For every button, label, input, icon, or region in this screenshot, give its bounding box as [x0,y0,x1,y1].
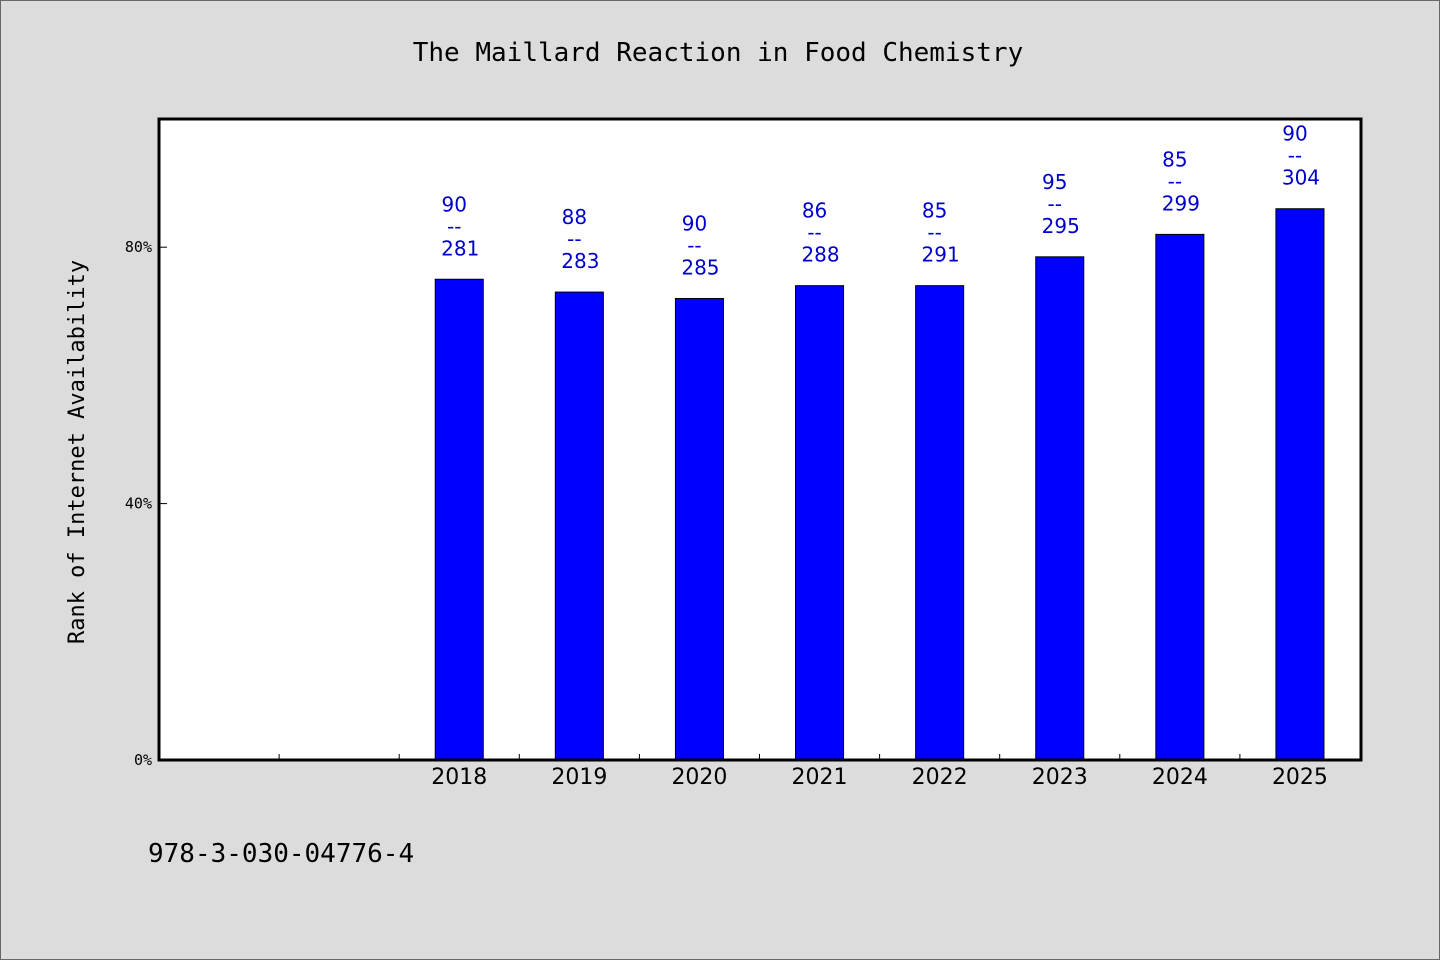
x-tick-label: 2023 [1032,765,1088,790]
bar-label-bottom: 285 [681,255,719,279]
bar [674,297,724,761]
bar [1035,256,1085,761]
bar-labels-layer: 90--28188--28390--28586--28885--29195--2… [441,122,1320,280]
bar [1275,208,1325,761]
bar-label-bottom: 304 [1282,166,1320,190]
bar-label-top: 95 [1042,170,1067,194]
bar [795,285,845,761]
bar-label-bottom: 288 [801,243,839,267]
x-tick-label: 2024 [1152,765,1208,790]
y-axis: 0% 40% 80% [125,238,167,769]
x-axis: 2018 2019 2020 2021 2022 2023 2024 2025 [278,754,1328,790]
x-tick-label: 2025 [1272,765,1328,790]
bar-label-separator: -- [447,214,461,238]
bar-label-separator: -- [687,233,701,257]
bar-label-bottom: 299 [1162,191,1200,215]
y-axis-label: Rank of Internet Availability [65,260,90,644]
x-tick-label: 2019 [551,765,607,790]
x-tick-label: 2021 [792,765,848,790]
isbn-footer: 978-3-030-04776-4 [148,839,414,869]
bar [434,278,484,761]
bar-label-separator: -- [1288,144,1302,168]
bar-label-top: 85 [922,199,947,223]
x-tick-label: 2020 [671,765,727,790]
bars-layer [434,208,1325,761]
bar-label-separator: -- [927,221,941,245]
bar-label-separator: -- [807,221,821,245]
bar-label-bottom: 283 [561,249,599,273]
bar-label-bottom: 291 [922,243,960,267]
bar [554,291,604,761]
y-tick-label: 40% [125,495,152,513]
bar-label-separator: -- [1048,192,1062,216]
bar-label-separator: -- [567,227,581,251]
bar-label-top: 85 [1162,147,1187,171]
x-tick-label: 2022 [912,765,968,790]
y-tick-label: 0% [134,751,152,769]
bar-label-bottom: 295 [1042,214,1080,238]
chart-title: The Maillard Reaction in Food Chemistry [413,38,1023,68]
bar-label-top: 90 [682,211,707,235]
bar-label-top: 90 [1282,122,1307,146]
bar-label-bottom: 281 [441,236,479,260]
bar-label-top: 90 [442,192,467,216]
y-tick-label: 80% [125,238,152,256]
bar-label-top: 86 [802,199,827,223]
bar-label-top: 88 [562,205,587,229]
bar [1155,233,1205,761]
bar-label-separator: -- [1168,169,1182,193]
bar [915,285,965,761]
x-tick-label: 2018 [431,765,487,790]
